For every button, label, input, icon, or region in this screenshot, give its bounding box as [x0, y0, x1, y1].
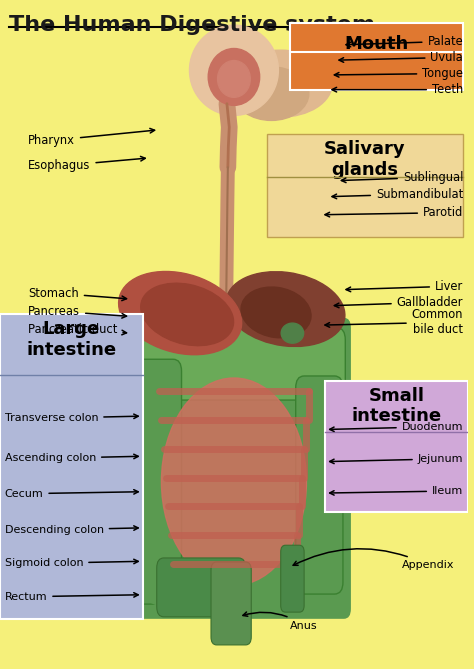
Ellipse shape — [229, 50, 332, 117]
Ellipse shape — [281, 323, 304, 343]
Text: The Human Digestive system: The Human Digestive system — [9, 15, 375, 35]
Text: Uvula: Uvula — [339, 51, 463, 64]
Text: Duodenum: Duodenum — [329, 422, 463, 432]
Text: Stomach: Stomach — [28, 286, 127, 300]
Ellipse shape — [140, 562, 182, 605]
Ellipse shape — [160, 317, 252, 355]
Ellipse shape — [234, 67, 309, 120]
Text: Cecum: Cecum — [5, 489, 138, 498]
FancyBboxPatch shape — [267, 134, 463, 237]
FancyBboxPatch shape — [296, 376, 343, 594]
Text: Pancreatic duct: Pancreatic duct — [28, 322, 127, 336]
FancyBboxPatch shape — [325, 381, 468, 512]
Text: Sigmoid colon: Sigmoid colon — [5, 559, 138, 568]
Text: Appendix: Appendix — [293, 549, 455, 570]
Text: Liver: Liver — [346, 280, 463, 293]
FancyBboxPatch shape — [157, 558, 246, 617]
Text: Salivary
glands: Salivary glands — [324, 140, 406, 179]
Text: Ascending colon: Ascending colon — [5, 454, 138, 463]
Text: Large
intestine: Large intestine — [26, 320, 117, 359]
FancyBboxPatch shape — [134, 328, 345, 400]
Text: Tongue: Tongue — [334, 67, 463, 80]
FancyBboxPatch shape — [136, 318, 351, 619]
Ellipse shape — [141, 283, 234, 346]
Text: Small
intestine: Small intestine — [351, 387, 442, 425]
FancyBboxPatch shape — [281, 545, 304, 612]
FancyBboxPatch shape — [211, 562, 251, 645]
Text: Anus: Anus — [243, 612, 318, 630]
Text: Common
bile duct: Common bile duct — [325, 308, 463, 337]
FancyBboxPatch shape — [134, 359, 182, 604]
Text: Pancreas: Pancreas — [28, 304, 127, 318]
Ellipse shape — [162, 378, 307, 585]
Text: Palate: Palate — [346, 35, 463, 48]
Ellipse shape — [118, 272, 242, 355]
Text: Jejunum: Jejunum — [329, 454, 463, 464]
Ellipse shape — [226, 272, 345, 347]
Text: Rectum: Rectum — [5, 592, 138, 601]
Text: Mouth: Mouth — [345, 35, 409, 54]
Text: Parotid: Parotid — [325, 206, 463, 219]
Text: Gallbladder: Gallbladder — [334, 296, 463, 309]
FancyBboxPatch shape — [0, 314, 143, 619]
Ellipse shape — [190, 25, 278, 116]
Ellipse shape — [218, 61, 250, 98]
Text: Ileum: Ileum — [329, 486, 463, 496]
Text: Descending colon: Descending colon — [5, 525, 138, 535]
FancyBboxPatch shape — [290, 23, 463, 90]
Text: Teeth: Teeth — [332, 83, 463, 96]
Ellipse shape — [241, 287, 311, 338]
Text: Esophagus: Esophagus — [28, 157, 145, 173]
Text: Submandibulat: Submandibulat — [332, 187, 463, 201]
Text: Sublingual: Sublingual — [341, 171, 463, 184]
Text: Pharynx: Pharynx — [28, 128, 155, 147]
Text: Transverse colon: Transverse colon — [5, 413, 138, 423]
Ellipse shape — [208, 49, 260, 106]
